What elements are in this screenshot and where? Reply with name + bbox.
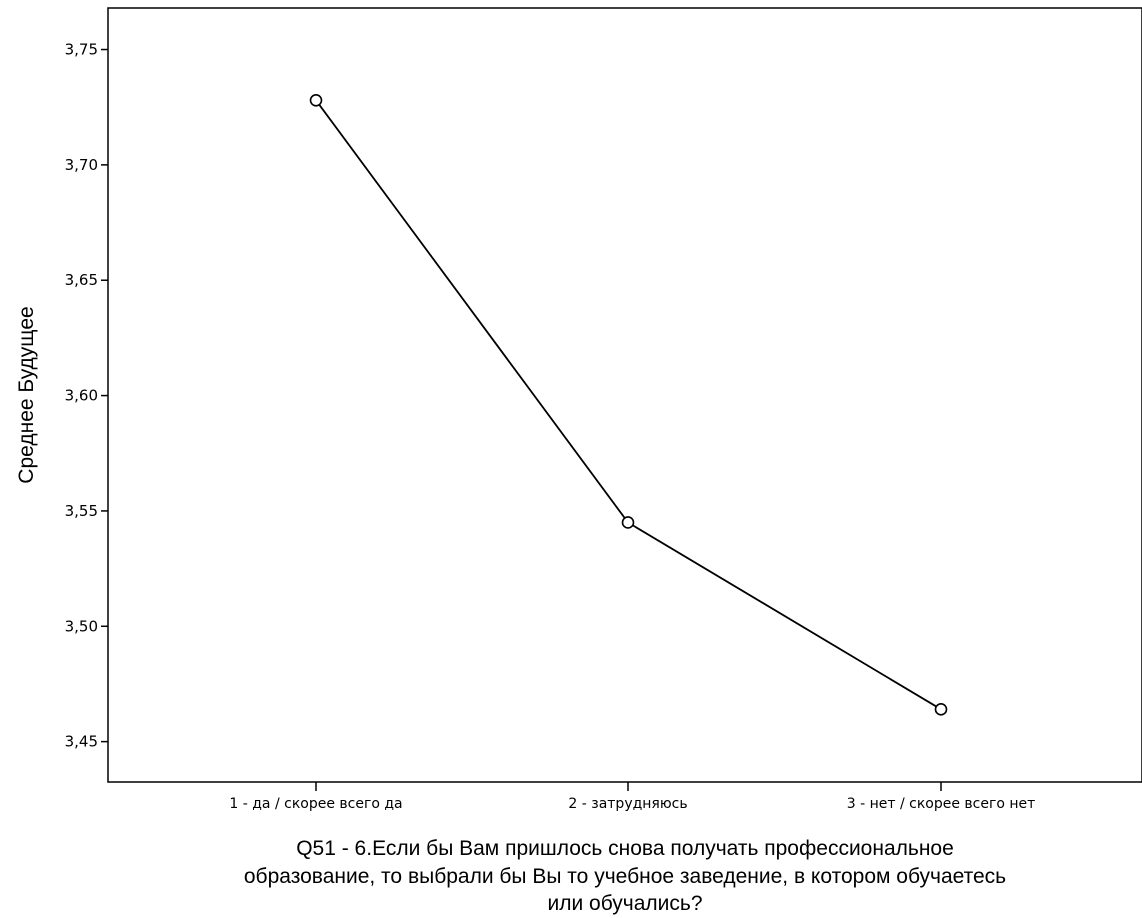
data-point [621,516,635,529]
y-tick-label: 3,75 [65,41,98,59]
y-tick-label: 3,45 [65,733,98,751]
x-tick-label: 3 - нет / скорее всего нет [847,796,1036,812]
x-axis-title: Q51 - 6.Если бы Вам пришлось снова получ… [244,837,1006,915]
x-axis: 1 - да / скорее всего да 2 - затрудняюсь 3… [229,782,1035,812]
x-axis-title-line: Q51 - 6.Если бы Вам пришлось снова получ… [296,837,954,860]
series-line-group [309,93,948,716]
y-axis-title: Среднее Будущее [15,306,38,483]
x-axis-title-line: образование, то выбрали бы Вы то учебное… [244,865,1006,888]
y-tick-label: 3,55 [65,502,98,520]
y-tick-label: 3,50 [65,617,98,635]
x-tick-label: 2 - затрудняюсь [568,796,687,812]
data-point [934,703,948,716]
y-axis: 3,45 3,50 3,55 3,60 3,65 3,70 3,75 [65,41,108,751]
y-tick-label: 3,65 [65,271,98,289]
y-tick-label: 3,60 [65,387,98,405]
x-tick-label: 1 - да / скорее всего да [229,796,402,812]
x-axis-title-line: или обучались? [547,892,702,915]
series-line [315,99,942,711]
y-tick-label: 3,70 [65,156,98,174]
plot-frame [107,7,1142,783]
data-point [309,93,323,107]
